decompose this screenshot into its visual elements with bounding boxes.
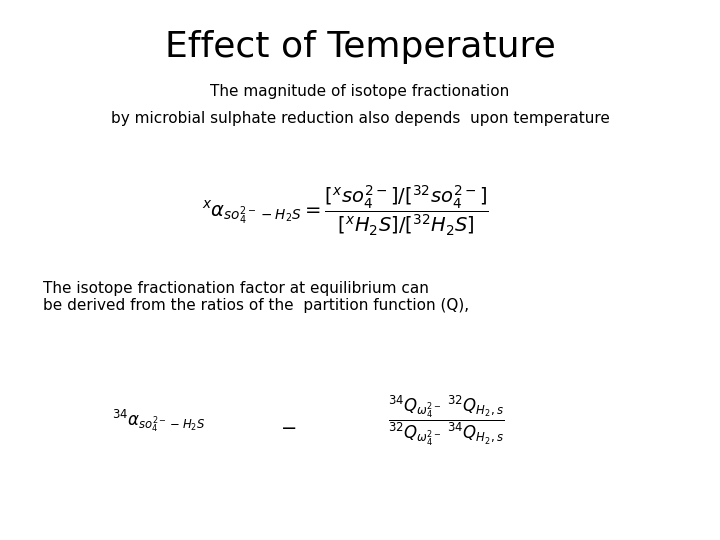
Text: Effect of Temperature: Effect of Temperature bbox=[165, 30, 555, 64]
Text: The magnitude of isotope fractionation: The magnitude of isotope fractionation bbox=[210, 84, 510, 99]
Text: The isotope fractionation factor at equilibrium can
be derived from the ratios o: The isotope fractionation factor at equi… bbox=[43, 281, 469, 313]
Text: by microbial sulphate reduction also depends  upon temperature: by microbial sulphate reduction also dep… bbox=[111, 111, 609, 126]
Text: $\dfrac{^{34}Q_{\omega_4^{2-}}\;^{32}Q_{H_2,s}}{^{32}Q_{\omega_4^{2-}}\;^{34}Q_{: $\dfrac{^{34}Q_{\omega_4^{2-}}\;^{32}Q_{… bbox=[388, 394, 505, 448]
Text: $^{34}\alpha_{so_4^{2-}-H_2S}$: $^{34}\alpha_{so_4^{2-}-H_2S}$ bbox=[112, 408, 205, 435]
Text: $^{x}\alpha_{so_4^{2-}-H_2S} = \dfrac{[^{x}so_4^{2-}]/[^{32}so_4^{2-}]}{[^{x}H_2: $^{x}\alpha_{so_4^{2-}-H_2S} = \dfrac{[^… bbox=[202, 184, 489, 238]
Text: $-$: $-$ bbox=[280, 417, 296, 436]
